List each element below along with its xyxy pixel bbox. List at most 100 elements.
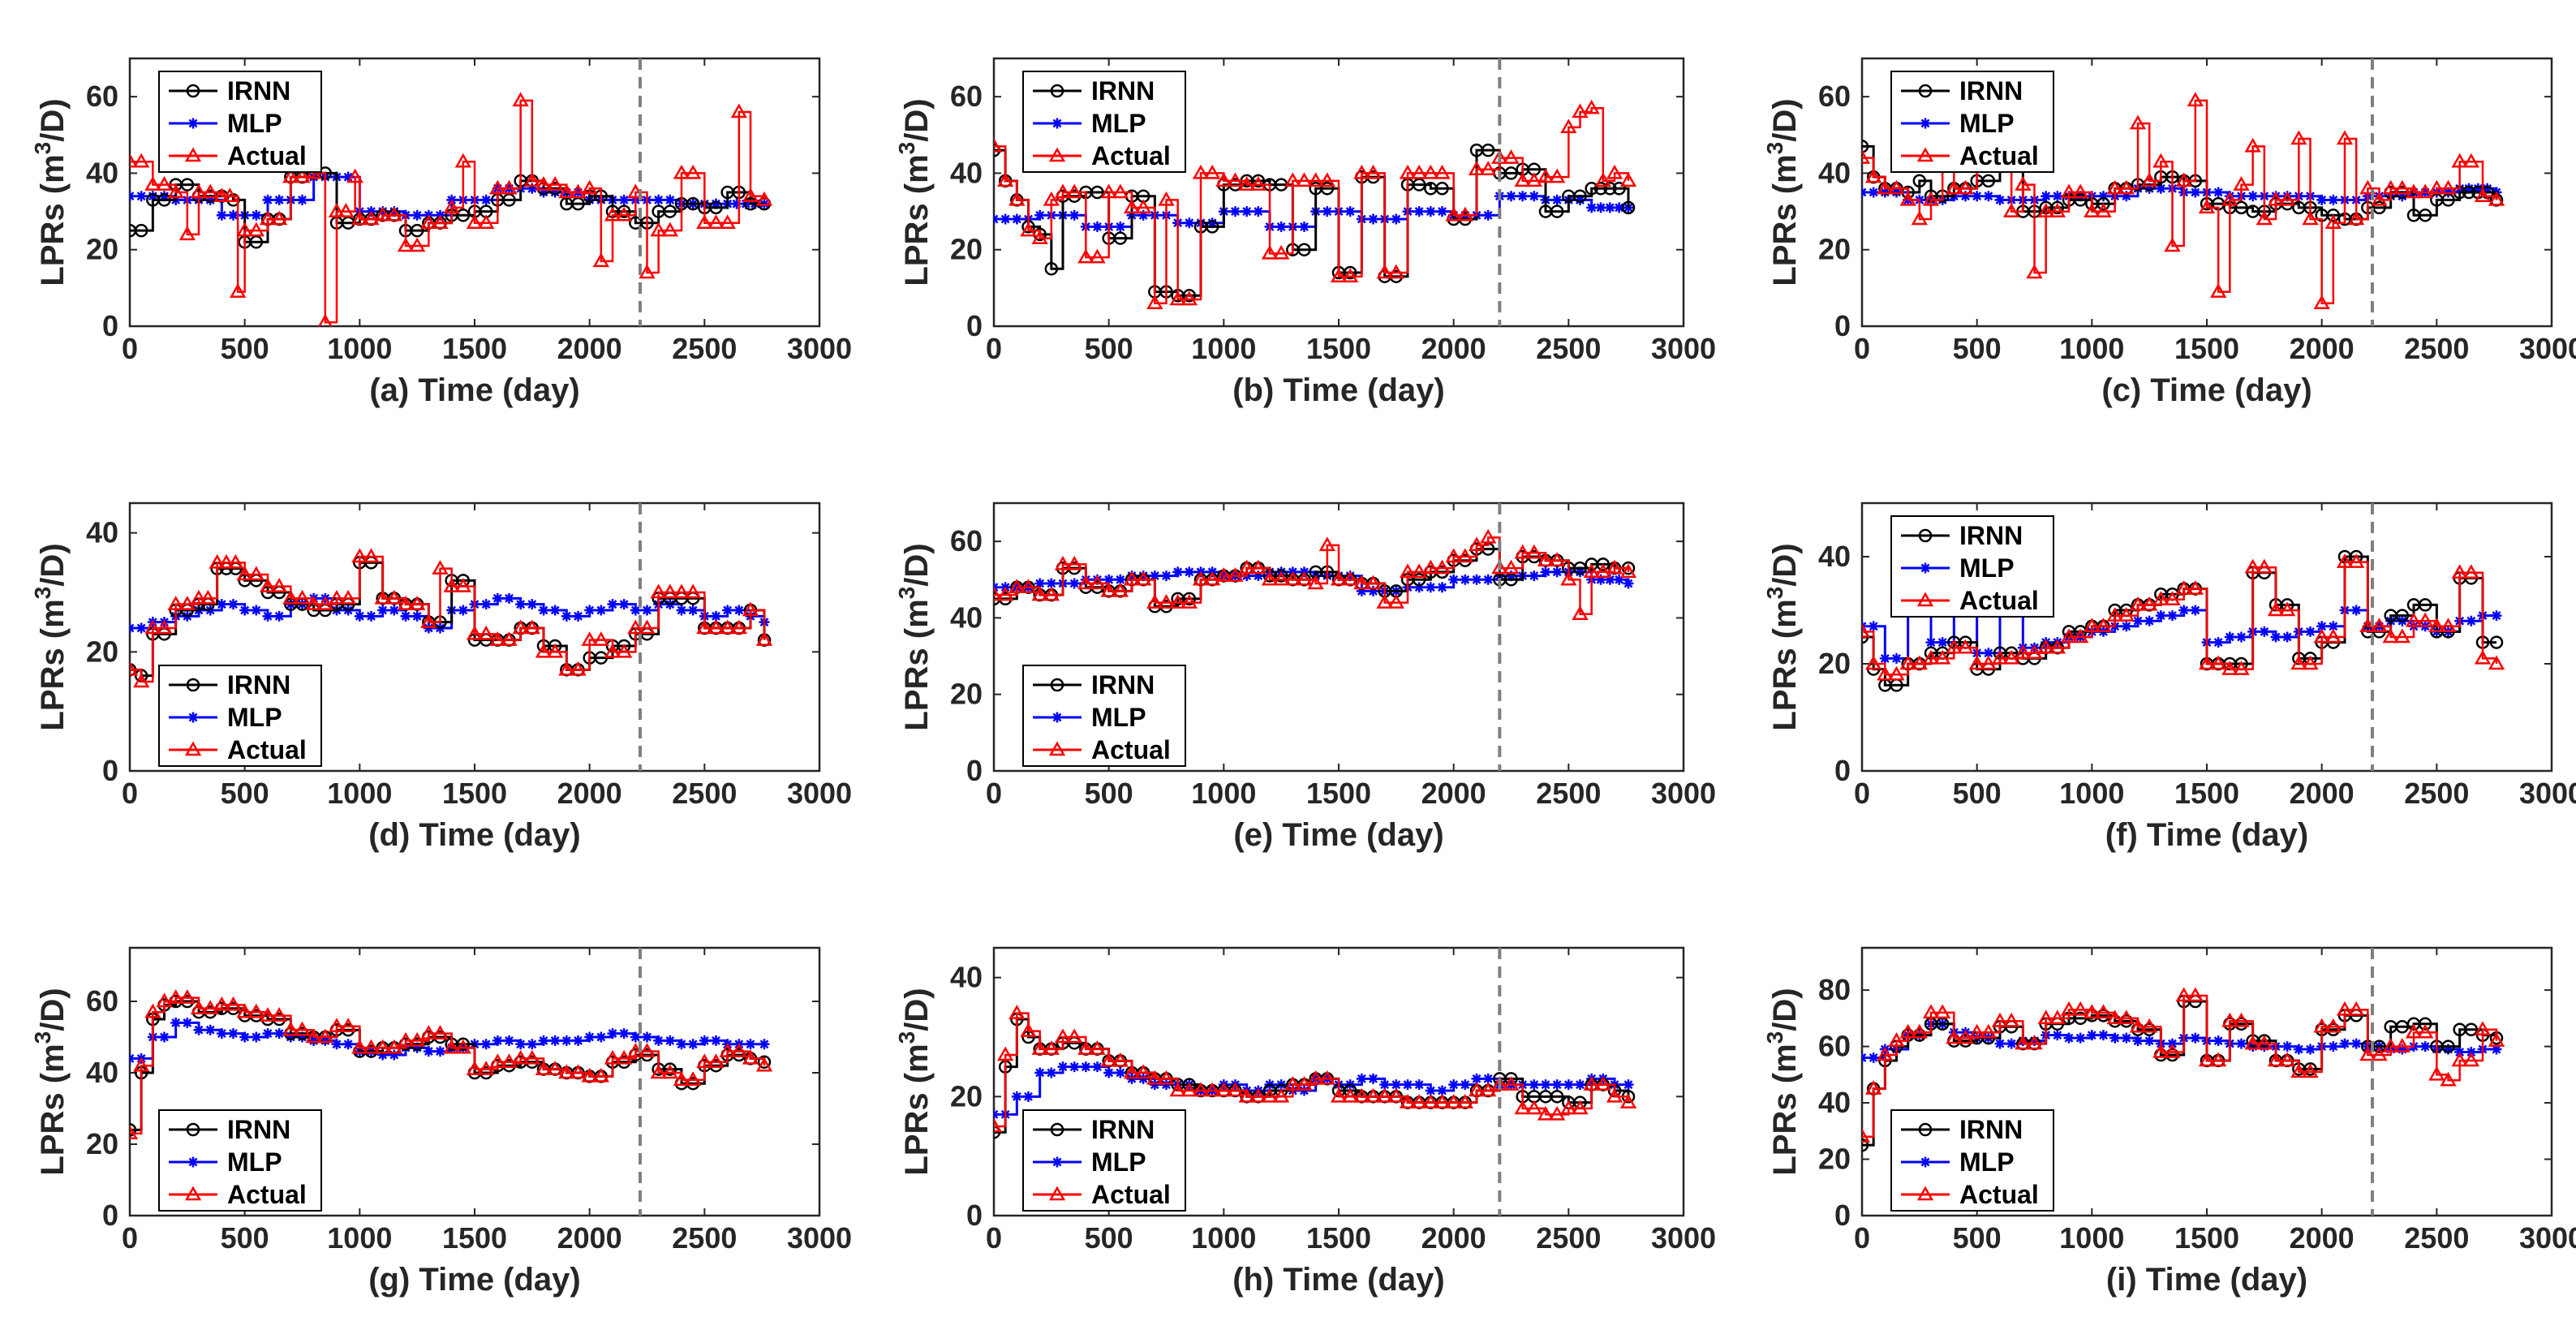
marker-mlp (1011, 213, 1022, 225)
marker-actual (755, 631, 773, 646)
marker-mlp (135, 622, 147, 634)
y-tick-label: 20 (1818, 647, 1851, 680)
marker-actual (1899, 655, 1916, 670)
marker-actual (1215, 172, 1232, 187)
legend-marker-mlp (187, 118, 199, 129)
marker-actual (2118, 607, 2135, 622)
marker-actual (133, 1057, 150, 1072)
marker-mlp (699, 1035, 710, 1046)
marker-actual (2393, 179, 2410, 195)
series-line-actual (130, 99, 766, 324)
marker-actual (1980, 655, 1997, 670)
marker-actual (2290, 130, 2307, 145)
marker-mlp (130, 191, 135, 202)
marker-actual (1537, 168, 1555, 183)
marker-mlp (596, 1031, 607, 1043)
marker-mlp (2144, 1035, 2155, 1047)
marker-mlp (342, 171, 354, 183)
x-axis-label: (d) Time (day) (368, 817, 581, 853)
marker-actual (454, 153, 471, 168)
marker-actual (1525, 172, 1542, 187)
marker-mlp (1575, 566, 1585, 578)
marker-mlp (1322, 206, 1333, 217)
x-tick-label: 3000 (1651, 332, 1716, 365)
legend-marker-irnn (1050, 678, 1064, 692)
marker-mlp (285, 1031, 296, 1043)
marker-actual (1946, 639, 1963, 654)
marker-mlp (2328, 1041, 2339, 1052)
chart-panel-h: 0 500 1000 1500 2000 2500 3000 0 20 40 (h) Time (d… (894, 946, 1716, 1298)
marker-actual (1365, 575, 1382, 590)
marker-actual (2221, 661, 2238, 675)
marker-actual (2037, 639, 2054, 654)
marker-actual (1862, 149, 1871, 164)
marker-mlp (2472, 183, 2484, 194)
marker-actual (1043, 191, 1060, 206)
marker-actual (2313, 628, 2330, 644)
legend-label-mlp: MLP (227, 109, 282, 138)
marker-actual (2474, 1021, 2492, 1035)
marker-actual (2474, 649, 2492, 665)
x-tick-label: 1000 (2059, 332, 2124, 365)
marker-actual (1238, 1087, 1255, 1103)
marker-mlp (377, 206, 389, 217)
x-tick-label: 3000 (787, 1221, 852, 1255)
marker-actual (2336, 130, 2354, 145)
marker-mlp (664, 1035, 676, 1046)
marker-actual (1296, 570, 1313, 586)
legend-marker-actual (1048, 741, 1066, 756)
marker-actual (673, 164, 690, 179)
marker-actual (2256, 558, 2273, 574)
marker-mlp (549, 1035, 561, 1046)
marker-actual (156, 176, 173, 191)
y-axis-label: LPRs (m3/D) (894, 988, 935, 1175)
x-tick-label: 0 (122, 1221, 138, 1255)
marker-actual (661, 1064, 678, 1079)
marker-actual (1158, 594, 1175, 609)
marker-irnn (1205, 220, 1219, 234)
chart-panel-d: 0 500 1000 1500 2000 2500 3000 0 20 40 (d) Time (d… (30, 501, 852, 853)
marker-actual (730, 619, 747, 635)
marker-actual (696, 619, 713, 635)
marker-mlp (2155, 183, 2166, 194)
marker-mlp (389, 206, 400, 217)
marker-mlp (653, 1035, 664, 1046)
marker-actual (1387, 1087, 1404, 1103)
marker-irnn (1573, 561, 1587, 575)
marker-mlp (1092, 574, 1103, 585)
marker-mlp (2190, 1032, 2201, 1044)
legend-marker-actual (1048, 1186, 1066, 1201)
marker-mlp (538, 1035, 549, 1046)
marker-mlp (2328, 621, 2339, 632)
marker-irnn (1090, 185, 1104, 200)
marker-mlp (1506, 191, 1516, 202)
marker-irnn (1603, 182, 1617, 196)
marker-mlp (1241, 206, 1253, 217)
marker-actual (2015, 176, 2032, 191)
marker-mlp (135, 191, 147, 202)
marker-mlp (1368, 213, 1378, 225)
marker-actual (1594, 1076, 1611, 1091)
marker-actual (570, 183, 587, 199)
marker-actual (202, 1000, 219, 1015)
marker-actual (673, 583, 690, 599)
marker-mlp (423, 1046, 434, 1057)
series-line-actual (130, 555, 766, 683)
marker-mlp (642, 1031, 652, 1043)
marker-mlp (1402, 1079, 1413, 1091)
legend-marker-actual (184, 741, 202, 756)
marker-actual (707, 214, 725, 229)
marker-actual (1100, 582, 1117, 597)
marker-mlp (216, 599, 227, 610)
marker-actual (1180, 291, 1198, 306)
legend-label-mlp: MLP (1091, 1147, 1146, 1177)
marker-actual (1503, 1076, 1520, 1091)
marker-actual (2026, 1035, 2043, 1050)
marker-mlp (1623, 578, 1634, 589)
marker-mlp (1551, 566, 1563, 578)
marker-actual (1422, 164, 1439, 179)
marker-mlp (2052, 1030, 2063, 1041)
y-tick-label: 60 (86, 80, 118, 113)
marker-actual (432, 1025, 449, 1040)
marker-mlp (216, 1028, 227, 1040)
